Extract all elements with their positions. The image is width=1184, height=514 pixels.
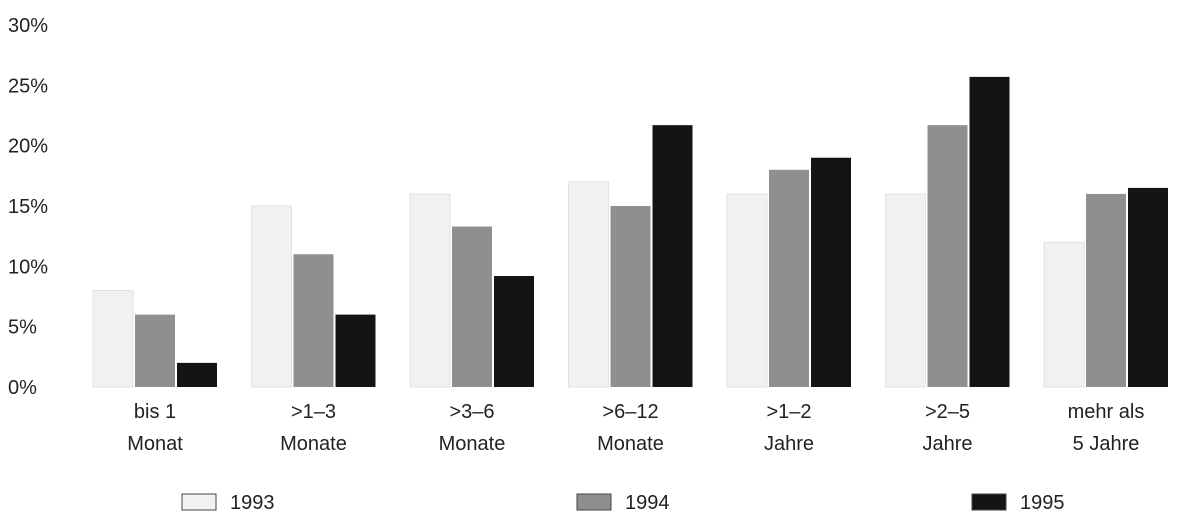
bar-1995-4 bbox=[811, 157, 851, 387]
category-label: Monate bbox=[597, 433, 664, 455]
category-label: >1–2 bbox=[766, 401, 811, 423]
y-axis: 0% 5% 10% 15% 20% 25% 30% bbox=[8, 15, 48, 399]
bar-1995-3 bbox=[652, 125, 693, 388]
y-tick-label: 20% bbox=[8, 136, 48, 158]
bars bbox=[92, 76, 1168, 388]
bar-1993-0 bbox=[92, 289, 134, 388]
category-label: Monate bbox=[280, 433, 347, 455]
bar-1994-4 bbox=[769, 169, 809, 387]
bar-1994-3 bbox=[610, 206, 651, 387]
category-label: mehr als bbox=[1068, 401, 1145, 423]
bar-1993-6 bbox=[1043, 241, 1085, 388]
legend-swatch-1994 bbox=[576, 493, 612, 511]
bar-1993-4 bbox=[726, 193, 768, 388]
y-tick-label: 10% bbox=[8, 256, 48, 278]
category-label: Monat bbox=[127, 433, 183, 455]
bar-1993-1 bbox=[251, 205, 292, 388]
bar-1994-1 bbox=[293, 254, 334, 387]
bar-1993-3 bbox=[568, 181, 609, 388]
legend-label: 1995 bbox=[1020, 492, 1065, 514]
category-label: >6–12 bbox=[602, 401, 658, 423]
y-tick-label: 15% bbox=[8, 196, 48, 218]
y-tick-label: 25% bbox=[8, 75, 48, 97]
bar-1994-5 bbox=[927, 125, 968, 388]
legend-swatch-1993 bbox=[181, 493, 217, 511]
bar-1993-2 bbox=[409, 193, 451, 388]
category-label: >3–6 bbox=[449, 401, 494, 423]
y-tick-label: 0% bbox=[8, 377, 37, 399]
y-tick-label: 30% bbox=[8, 15, 48, 37]
category-label: >1–3 bbox=[291, 401, 336, 423]
category-label: Jahre bbox=[922, 433, 972, 455]
category-label: >2–5 bbox=[925, 401, 970, 423]
legend-label: 1993 bbox=[230, 492, 275, 514]
category-label: Monate bbox=[439, 433, 506, 455]
bar-1993-5 bbox=[885, 193, 926, 388]
bar-1995-2 bbox=[494, 275, 534, 387]
category-label: 5 Jahre bbox=[1073, 433, 1140, 455]
bar-1995-6 bbox=[1128, 187, 1168, 387]
y-tick-label: 5% bbox=[8, 317, 37, 339]
bar-1994-0 bbox=[135, 314, 175, 387]
category-label: bis 1 bbox=[134, 401, 176, 423]
x-axis-labels: bis 1 Monat >1–3 Monate >3–6 Monate >6–12 Monat… bbox=[127, 401, 1144, 455]
bar-1995-1 bbox=[335, 314, 376, 387]
bar-1995-0 bbox=[177, 362, 217, 387]
bar-1994-2 bbox=[452, 226, 492, 387]
bar-1995-5 bbox=[969, 76, 1010, 388]
legend-label: 1994 bbox=[625, 492, 670, 514]
category-label: Jahre bbox=[764, 433, 814, 455]
legend-swatch-1995 bbox=[971, 493, 1007, 511]
legend: 1993 1994 1995 bbox=[181, 492, 1065, 514]
bar-1994-6 bbox=[1086, 193, 1126, 387]
